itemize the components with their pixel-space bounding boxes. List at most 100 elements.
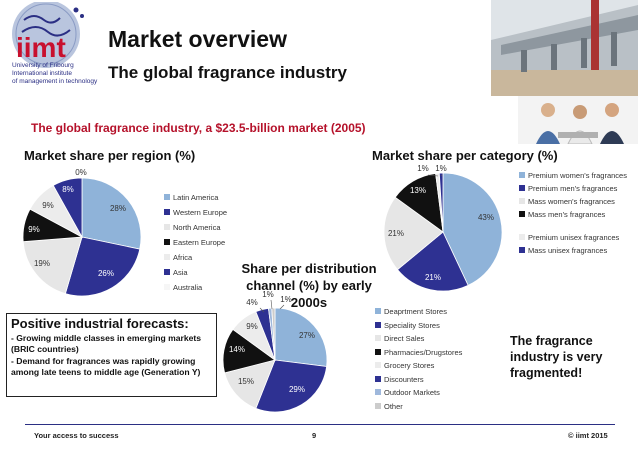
region-legend-item-6: Australia xyxy=(164,283,227,298)
market-size-headline: The global fragrance industry, a $23.5-b… xyxy=(31,121,366,135)
region-data-label-2: 19% xyxy=(34,259,50,268)
logo-line-2: International institute xyxy=(12,70,72,77)
channel-legend-swatch-6 xyxy=(375,389,381,395)
business-people-photo xyxy=(518,96,638,144)
region-data-label-5: 8% xyxy=(62,185,74,194)
channel-slice-1 xyxy=(255,359,328,413)
category-legend-label-4: Premium unisex fragrances xyxy=(528,233,620,242)
page-title: Market overview xyxy=(108,26,287,52)
iimt-logo: iimt University of Fribourg Internationa… xyxy=(4,0,104,90)
category-legend-swatch-3 xyxy=(519,211,525,217)
region-slice-1 xyxy=(64,236,141,297)
page-subtitle: The global fragrance industry xyxy=(108,63,347,82)
category-legend-item-5: Mass unisex fragrances xyxy=(519,246,631,255)
channel-title-line-1: Share per distribution xyxy=(241,261,377,276)
channel-legend-swatch-0 xyxy=(375,308,381,314)
category-legend-item-4: Premium unisex fragrances xyxy=(519,233,631,242)
category-data-label-3: 13% xyxy=(410,186,426,195)
region-legend-item-0: Latin America xyxy=(164,193,227,208)
region-legend-label-2: North America xyxy=(173,223,221,232)
channel-legend-label-5: Discounters xyxy=(384,374,424,384)
logo-graphic xyxy=(12,0,84,68)
category-legend-swatch-2 xyxy=(519,198,525,204)
region-legend-item-4: Africa xyxy=(164,253,227,268)
channel-data-label-0: 27% xyxy=(299,331,315,340)
category-legend-swatch-4 xyxy=(519,234,525,240)
footer-tagline: Your access to success xyxy=(34,431,119,440)
forecast-item-2: - Demand for fragrances was rapidly grow… xyxy=(11,356,201,377)
channel-legend-swatch-2 xyxy=(375,335,381,341)
channel-slice-0 xyxy=(274,307,328,367)
channel-legend-label-2: Direct Sales xyxy=(384,334,425,343)
category-legend-item-2: Mass women's fragrances xyxy=(519,197,631,206)
category-leader-0 xyxy=(427,174,439,177)
channel-legend-label-1: Speciality Stores xyxy=(384,320,440,330)
category-legend: Premium women's fragrances Premium men's … xyxy=(519,171,631,259)
forecast-box: Positive industrial forecasts: - Growing… xyxy=(6,313,217,397)
channel-legend-item-6: Outdoor Markets xyxy=(375,388,462,402)
channel-data-label-3: 14% xyxy=(229,345,245,354)
channel-legend-swatch-5 xyxy=(375,375,381,382)
region-legend-swatch-2 xyxy=(164,224,170,230)
logo-line-1: University of Fribourg xyxy=(12,62,74,69)
channel-legend-item-7: Other xyxy=(375,402,462,416)
fragmented-note: The fragrance industry is very fragmente… xyxy=(510,334,603,380)
channel-slice-2 xyxy=(224,359,276,409)
region-data-label-3: 9% xyxy=(28,225,40,234)
channel-data-label-7: 1% xyxy=(280,295,292,304)
channel-legend-item-0: Deaprtment Stores xyxy=(375,307,462,321)
region-legend-swatch-0 xyxy=(164,194,170,200)
channel-legend-item-5: Discounters xyxy=(375,375,462,389)
logo-line-3: of management in technology xyxy=(12,78,98,85)
channel-legend-item-3: Pharmacies/Drugstores xyxy=(375,348,462,362)
region-legend-swatch-1 xyxy=(164,209,170,215)
category-data-label-4: 1% xyxy=(417,164,429,173)
region-slice-5 xyxy=(52,177,83,239)
channel-legend-label-0: Deaprtment Stores xyxy=(384,307,447,316)
channel-legend-item-1: Speciality Stores xyxy=(375,321,462,335)
channel-title-line-2: channel (%) by early 2000s xyxy=(246,278,372,310)
region-legend-item-2: North America xyxy=(164,223,227,238)
category-data-label-1: 21% xyxy=(425,273,441,282)
category-legend-label-2: Mass women's fragrances xyxy=(528,197,615,206)
channel-chart-title: Share per distribution channel (%) by ea… xyxy=(227,260,391,311)
region-legend-swatch-3 xyxy=(164,239,170,245)
category-legend-label-0: Premium women's fragrances xyxy=(528,171,627,180)
category-legend-label-1: Premium men's fragrances xyxy=(528,184,618,193)
channel-legend-label-6: Outdoor Markets xyxy=(384,388,440,397)
channel-legend-label-7: Other xyxy=(384,401,403,411)
category-data-label-0: 43% xyxy=(478,213,494,222)
footer-divider xyxy=(25,424,615,425)
channel-legend-swatch-3 xyxy=(375,348,381,355)
channel-legend-swatch-4 xyxy=(375,362,381,368)
region-data-label-1: 26% xyxy=(98,269,114,278)
forecast-item-1: - Growing middle classes in emerging mar… xyxy=(11,333,202,354)
category-slice-2 xyxy=(383,196,444,271)
channel-data-label-5: 4% xyxy=(246,298,258,307)
channel-legend-label-4: Grocery Stores xyxy=(384,361,435,370)
category-leader-1 xyxy=(440,174,443,177)
channel-leader-2 xyxy=(279,304,285,310)
category-slice-0 xyxy=(442,172,503,286)
category-legend-swatch-5 xyxy=(519,247,525,253)
channel-legend-item-4: Grocery Stores xyxy=(375,361,462,375)
region-chart-title: Market share per region (%) xyxy=(24,148,196,163)
region-legend-label-3: Eastern Europe xyxy=(173,238,226,247)
channel-legend-swatch-7 xyxy=(375,402,381,409)
category-legend-item-1: Premium men's fragrances xyxy=(519,184,631,193)
region-legend-item-5: Asia xyxy=(164,268,227,283)
region-legend-label-6: Australia xyxy=(173,283,203,292)
channel-data-label-1: 29% xyxy=(289,385,305,394)
region-legend-label-1: Western Europe xyxy=(173,208,228,217)
category-chart-title: Market share per category (%) xyxy=(372,148,558,163)
region-legend-item-3: Eastern Europe xyxy=(164,238,227,253)
category-data-label-5: 1% xyxy=(435,164,447,173)
category-data-label-2: 21% xyxy=(388,229,404,238)
category-legend-item-0: Premium women's fragrances xyxy=(519,171,631,180)
region-data-label-0: 28% xyxy=(110,204,126,213)
region-legend: Latin America Western Europe North America… xyxy=(164,193,227,298)
region-data-label-6: 0% xyxy=(75,168,87,177)
channel-legend-item-2: Direct Sales xyxy=(375,334,462,348)
footer-copyright: © iimt 2015 xyxy=(568,431,608,440)
